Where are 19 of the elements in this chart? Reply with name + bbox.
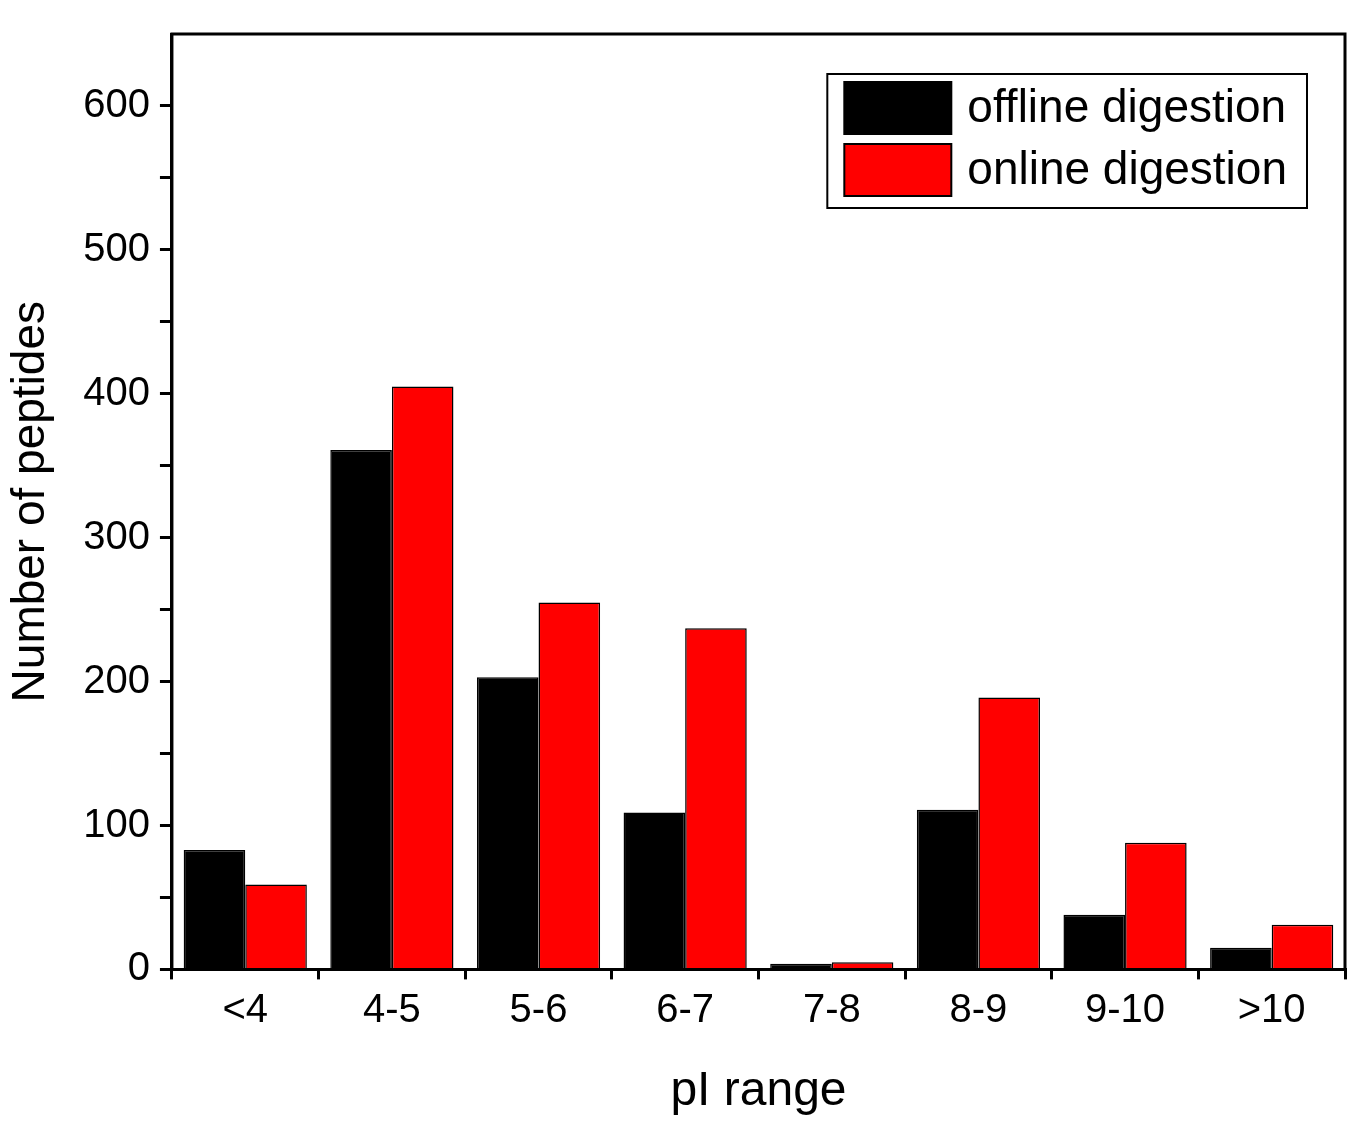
x-tick-label: 6-7 — [656, 986, 715, 1031]
x-tick-label: 8-9 — [949, 986, 1008, 1031]
y-tick-label: 300 — [83, 512, 150, 557]
x-tick-label: 9-10 — [1085, 986, 1166, 1031]
y-tick-label: 200 — [83, 656, 150, 701]
x-axis-title: pI range — [670, 1062, 847, 1116]
legend-label: offline digestion — [967, 79, 1287, 132]
x-tick-label: 4-5 — [362, 986, 421, 1031]
y-tick-label: 100 — [83, 800, 150, 845]
x-tick-label: 7-8 — [802, 986, 861, 1031]
y-tick-label: 0 — [127, 944, 150, 989]
x-tick-label: >10 — [1237, 986, 1306, 1031]
y-tick-label: 500 — [83, 224, 150, 269]
legend-label: online digestion — [967, 141, 1287, 194]
y-tick-label: 400 — [83, 368, 150, 413]
x-tick-label: <4 — [222, 986, 269, 1031]
y-axis-title: Number of peptides — [2, 300, 55, 703]
y-tick-label: 600 — [83, 80, 150, 125]
x-tick-label: 5-6 — [509, 986, 568, 1031]
